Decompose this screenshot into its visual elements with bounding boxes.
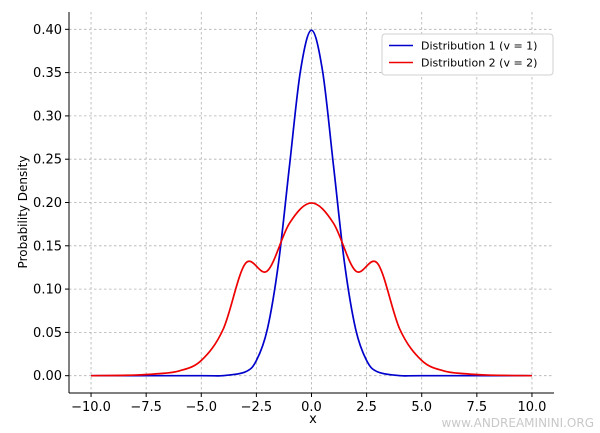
x-tick-label-8: 10.0 <box>517 400 546 415</box>
x-tick-label-7: 7.5 <box>466 400 487 415</box>
y-tick-label-8: 0.40 <box>33 23 62 38</box>
watermark: www.ANDREAMININI.ORG <box>441 416 594 430</box>
series-line-1 <box>91 29 532 377</box>
x-tick-label-2: −5.0 <box>185 400 217 415</box>
x-tick-label-3: −2.5 <box>241 400 273 415</box>
x-axis-label: x <box>309 412 317 427</box>
x-tick-label-0: −10.0 <box>71 400 111 415</box>
y-tick-label-5: 0.25 <box>33 153 62 168</box>
legend: Distribution 1 (v = 1) Distribution 2 (v… <box>381 33 554 76</box>
y-axis-label: Probability Density <box>16 156 30 269</box>
y-tick-label-0: 0.00 <box>33 369 62 384</box>
legend-label-1: Distribution 1 (v = 1) <box>421 40 537 53</box>
y-axis-ticks: 0.00 0.05 0.10 0.15 0.20 0.25 0.30 0.35 0.40 <box>33 23 69 384</box>
series-lines <box>91 29 532 377</box>
series-line-2 <box>91 202 532 377</box>
x-tick-label-5: 2.5 <box>356 400 377 415</box>
y-tick-label-2: 0.10 <box>33 283 62 298</box>
y-tick-label-3: 0.15 <box>33 239 62 254</box>
x-tick-label-6: 5.0 <box>411 400 432 415</box>
y-tick-label-7: 0.35 <box>33 66 62 81</box>
y-tick-label-1: 0.05 <box>33 326 62 341</box>
y-tick-label-4: 0.20 <box>33 196 62 211</box>
legend-label-2: Distribution 2 (v = 2) <box>421 57 537 70</box>
x-tick-label-1: −7.5 <box>130 400 162 415</box>
x-axis-ticks: −10.0 −7.5 −5.0 −2.5 0.0 2.5 5.0 7.5 10.0 <box>71 393 546 415</box>
y-tick-label-6: 0.30 <box>33 109 62 124</box>
x-tick-label-4: 0.0 <box>301 400 322 415</box>
legend-box <box>381 33 554 76</box>
